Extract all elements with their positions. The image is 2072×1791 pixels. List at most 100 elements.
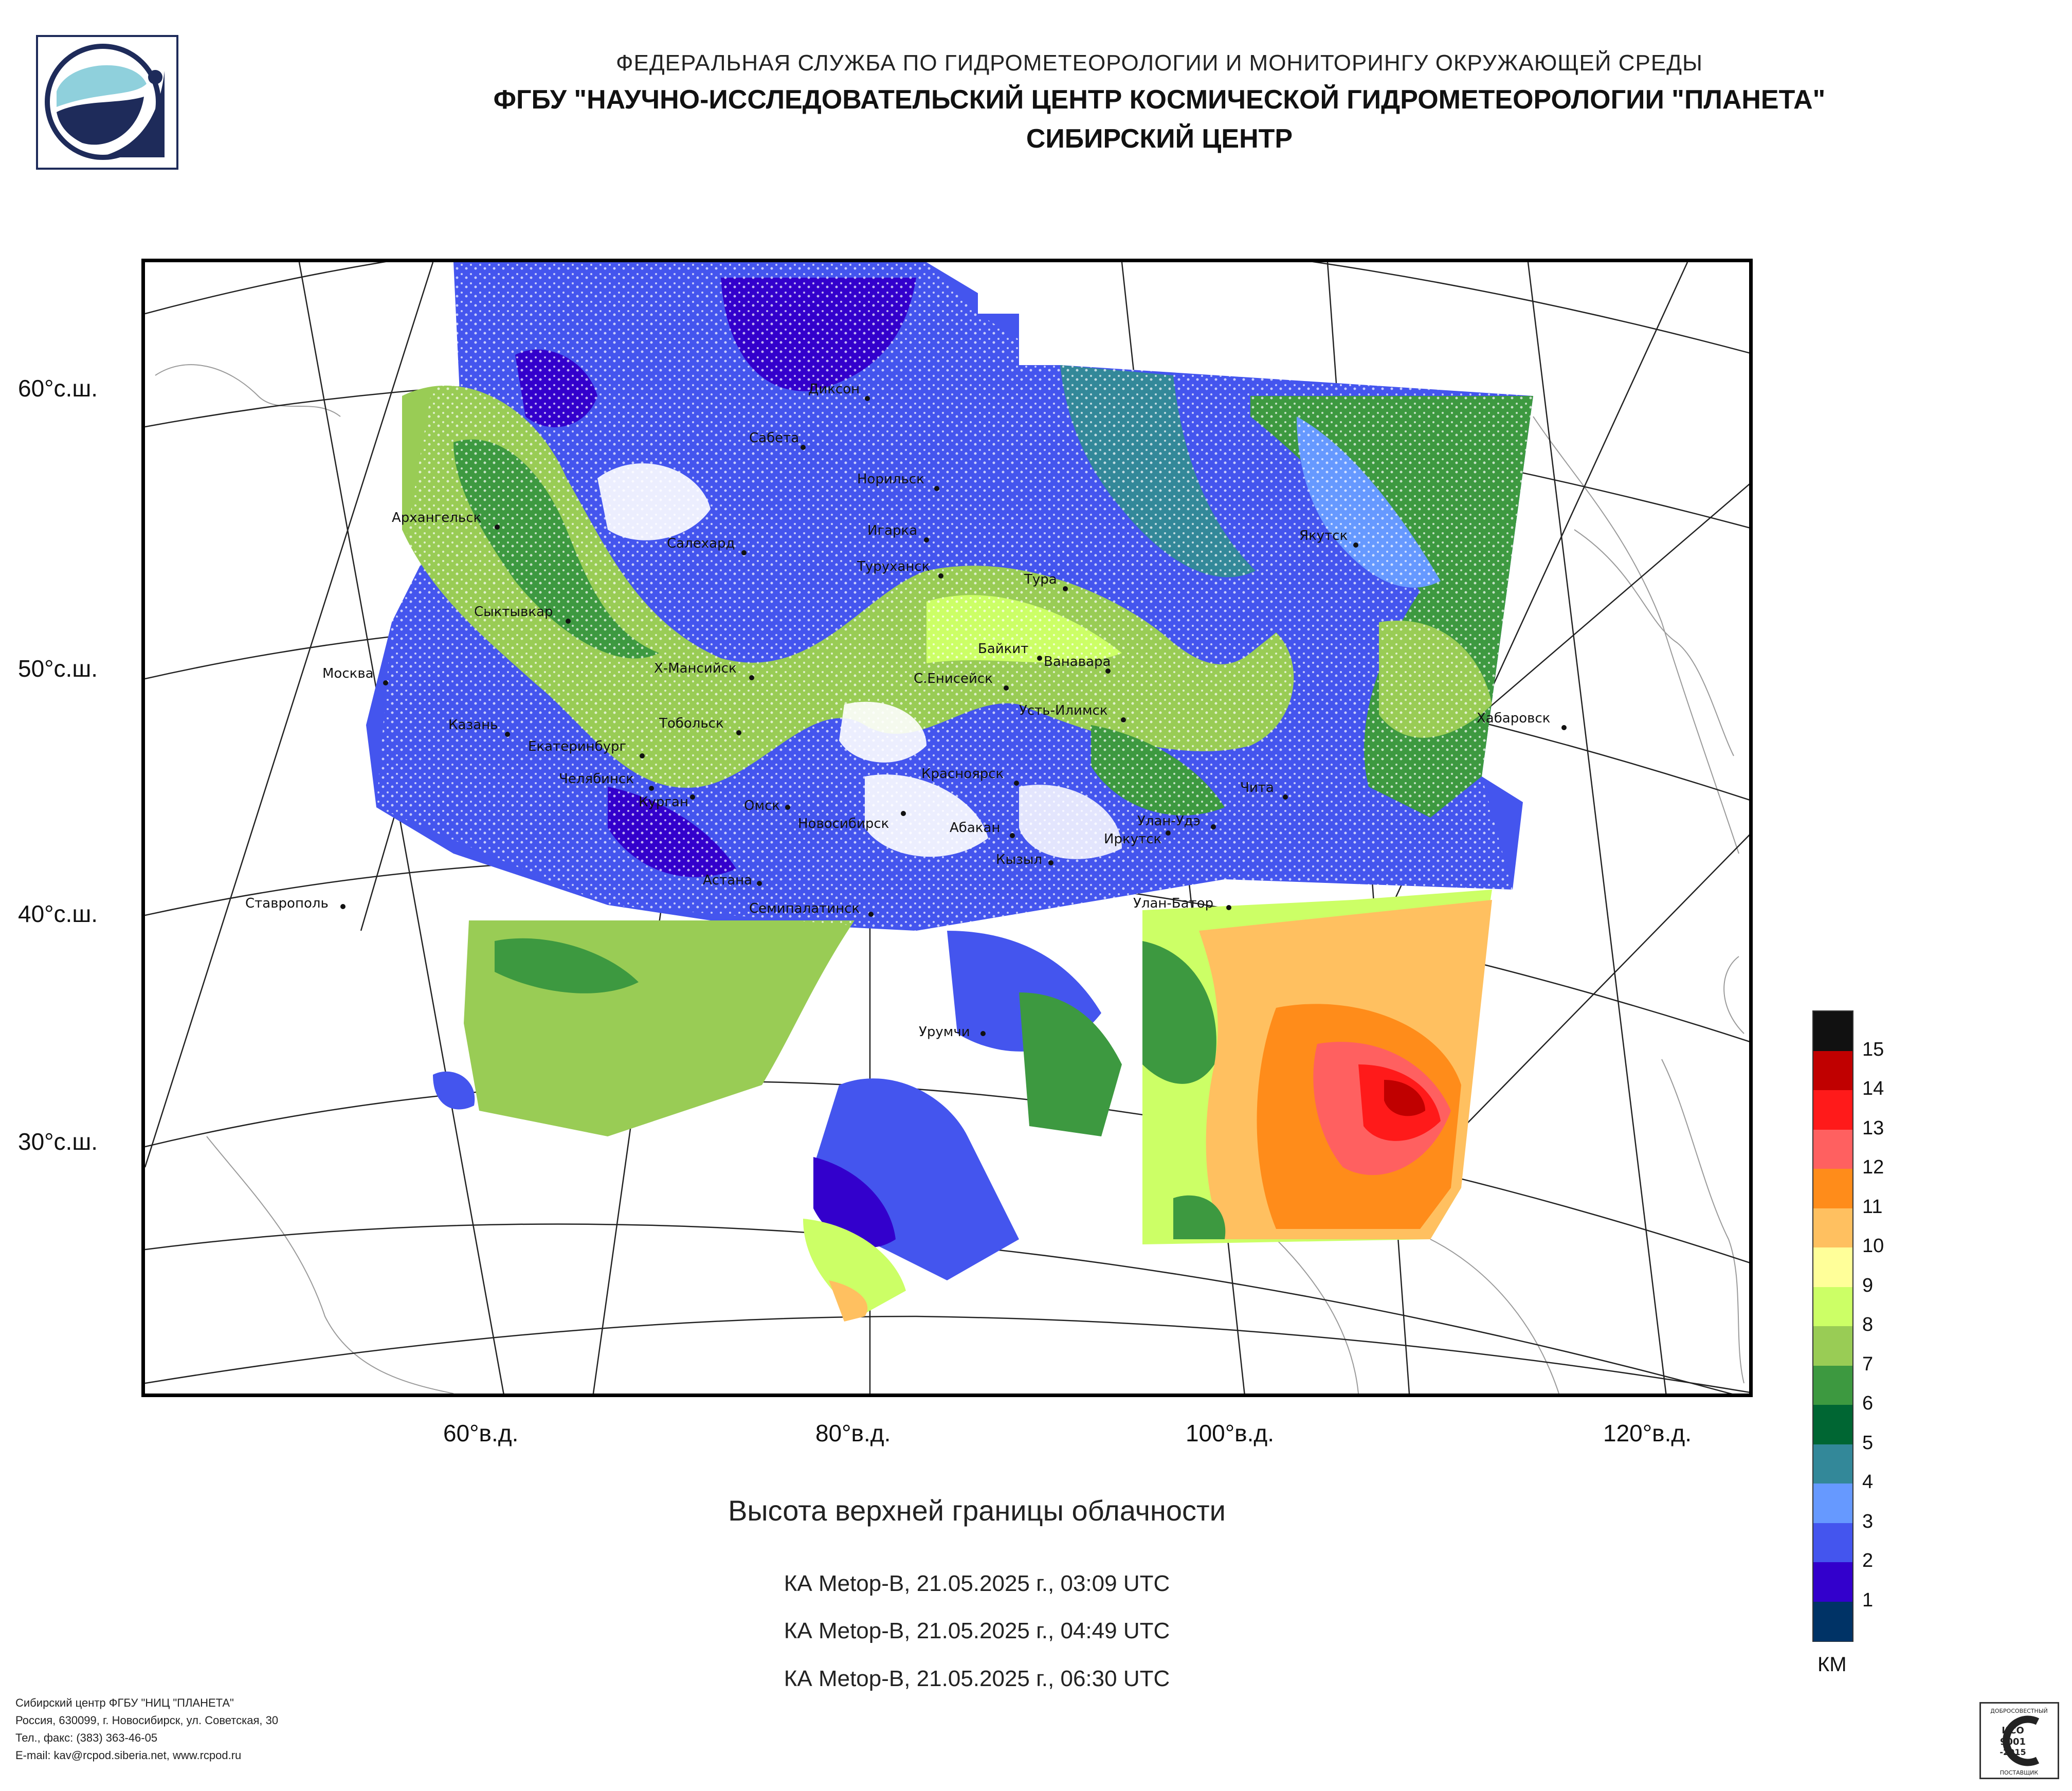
city-label: Новосибирск xyxy=(798,816,889,831)
legend-label: 14 xyxy=(1862,1078,1884,1099)
pass-2: КА Metop-B, 21.05.2025 г., 04:49 UTC xyxy=(784,1618,1170,1643)
legend-swatch xyxy=(1813,1169,1852,1208)
city-label: Усть-Илимск xyxy=(1019,703,1108,718)
city-label: Архангельск xyxy=(392,510,481,526)
city-label: Челябинск xyxy=(559,771,634,787)
city-label: С.Енисейск xyxy=(914,671,993,686)
city-markers: Диксон Сабета Норильск Архангельск Салех… xyxy=(245,382,1567,1040)
city-label: Ванавара xyxy=(1044,654,1111,670)
city-label: Ставрополь xyxy=(245,896,329,911)
city-label: Сабета xyxy=(749,430,799,446)
city-label: Диксон xyxy=(808,382,860,397)
city-label: Хабаровск xyxy=(1477,711,1550,726)
city-label: Тура xyxy=(1024,572,1057,587)
cloud-height-legend xyxy=(1812,1010,1853,1642)
pass-1: КА Metop-B, 21.05.2025 г., 03:09 UTC xyxy=(784,1571,1170,1596)
planeta-logo xyxy=(36,35,178,170)
city-label: Курган xyxy=(639,794,688,810)
legend-unit: КМ xyxy=(1817,1653,1847,1676)
footer-contacts: Сибирский центр ФГБУ "НИЦ "ПЛАНЕТА" Росс… xyxy=(15,1694,278,1764)
legend-swatch xyxy=(1813,1208,1852,1248)
city-label: Екатеринбург xyxy=(528,739,626,754)
lon-label-100: 100°в.д. xyxy=(1186,1420,1274,1446)
cert-line-3: 9001 xyxy=(2000,1736,2026,1747)
footer-phone: Тел., факс: (383) 363-46-05 xyxy=(15,1731,158,1744)
legend-label: 2 xyxy=(1862,1550,1874,1571)
city-label: Туруханск xyxy=(857,559,930,574)
city-label: Салехард xyxy=(667,536,735,551)
legend-swatch xyxy=(1813,1601,1852,1641)
cert-line-5: ПОСТАВЩИК xyxy=(2000,1769,2039,1776)
city-label: Астана xyxy=(703,873,752,888)
legend-label: 11 xyxy=(1862,1196,1883,1218)
city-label: Игарка xyxy=(867,523,917,538)
iso-certificate-badge: ДОБРОСОВЕСТНЫЙ ИСО 9001 -2015 ПОСТАВЩИК xyxy=(1979,1702,2059,1779)
legend-label: 3 xyxy=(1862,1510,1874,1532)
lat-label-30: 30°с.ш. xyxy=(18,1128,98,1155)
legend-label: 4 xyxy=(1862,1471,1874,1493)
legend-swatch xyxy=(1813,1011,1852,1051)
legend-label: 7 xyxy=(1862,1353,1874,1375)
footer-email: E-mail: kav@rcpod.siberia.net, www.rcpod… xyxy=(15,1749,242,1762)
legend-swatch xyxy=(1813,1051,1852,1091)
cert-line-1: ДОБРОСОВЕСТНЫЙ xyxy=(1990,1708,2048,1714)
lon-label-80: 80°в.д. xyxy=(815,1420,891,1446)
header-line-1: ФЕДЕРАЛЬНАЯ СЛУЖБА ПО ГИДРОМЕТЕОРОЛОГИИ … xyxy=(616,50,1703,76)
legend-swatch xyxy=(1813,1129,1852,1169)
lon-label-120: 120°в.д. xyxy=(1603,1420,1692,1446)
city-label: Абакан xyxy=(950,820,1000,836)
city-label: Улан-Удэ xyxy=(1137,813,1201,829)
legend-label: 8 xyxy=(1862,1314,1874,1335)
legend-label: 10 xyxy=(1862,1235,1884,1257)
city-label: Сыктывкар xyxy=(474,604,553,620)
lat-label-40: 40°с.ш. xyxy=(18,900,98,927)
legend-label: 9 xyxy=(1862,1274,1874,1296)
legend-swatch xyxy=(1813,1365,1852,1405)
legend-label: 5 xyxy=(1862,1432,1874,1454)
cloud-top-map: Диксон Сабета Норильск Архангельск Салех… xyxy=(141,259,1753,1397)
lat-label-60: 60°с.ш. xyxy=(18,375,98,402)
city-label: Иркутск xyxy=(1104,831,1161,847)
city-label: Норильск xyxy=(857,472,924,487)
header: ФЕДЕРАЛЬНАЯ СЛУЖБА ПО ГИДРОМЕТЕОРОЛОГИИ … xyxy=(308,50,2010,154)
cert-line-4: -2015 xyxy=(2000,1747,2026,1757)
city-label: Улан-Батор xyxy=(1133,896,1213,911)
city-label: Урумчи xyxy=(919,1024,970,1040)
legend-swatch xyxy=(1813,1523,1852,1563)
coastlines xyxy=(155,364,1744,1394)
city-label: Якутск xyxy=(1299,528,1348,544)
city-label: Тобольск xyxy=(659,716,724,731)
legend-label: 1 xyxy=(1862,1589,1874,1611)
lat-label-50: 50°с.ш. xyxy=(18,655,98,682)
lon-label-60: 60°в.д. xyxy=(443,1420,519,1446)
footer-address: Россия, 630099, г. Новосибирск, ул. Сове… xyxy=(15,1714,279,1727)
legend-swatch xyxy=(1813,1562,1852,1602)
map-svg: Диксон Сабета Норильск Архангельск Салех… xyxy=(145,262,1749,1394)
legend-swatch xyxy=(1813,1287,1852,1327)
product-title: Высота верхней границы облачности xyxy=(728,1494,1226,1527)
footer-org: Сибирский центр ФГБУ "НИЦ "ПЛАНЕТА" xyxy=(15,1696,234,1709)
header-line-2: ФГБУ "НАУЧНО-ИССЛЕДОВАТЕЛЬСКИЙ ЦЕНТР КОС… xyxy=(493,85,1826,115)
city-label: Москва xyxy=(322,666,374,681)
legend-swatch xyxy=(1813,1484,1852,1523)
legend-label: 6 xyxy=(1862,1392,1874,1414)
legend-swatch xyxy=(1813,1326,1852,1366)
legend-swatch xyxy=(1813,1247,1852,1287)
legend-swatch xyxy=(1813,1444,1852,1484)
legend-label: 12 xyxy=(1862,1156,1884,1178)
pass-3: КА Metop-B, 21.05.2025 г., 06:30 UTC xyxy=(784,1666,1170,1691)
legend-swatch xyxy=(1813,1405,1852,1444)
cloud-swaths xyxy=(366,262,1533,1322)
legend-label: 15 xyxy=(1862,1038,1884,1060)
city-label: Байкит xyxy=(978,641,1028,657)
city-label: Семипалатинск xyxy=(749,901,860,916)
cert-line-2: ИСО xyxy=(2002,1725,2024,1736)
city-label: Кызыл xyxy=(996,852,1042,867)
city-label: Омск xyxy=(744,798,780,813)
legend-swatch xyxy=(1813,1090,1852,1130)
city-label: Чита xyxy=(1240,780,1274,795)
city-label: Красноярск xyxy=(921,766,1004,782)
city-label: Казань xyxy=(448,717,498,733)
legend-label: 13 xyxy=(1862,1117,1884,1139)
header-line-3: СИБИРСКИЙ ЦЕНТР xyxy=(1026,124,1293,154)
